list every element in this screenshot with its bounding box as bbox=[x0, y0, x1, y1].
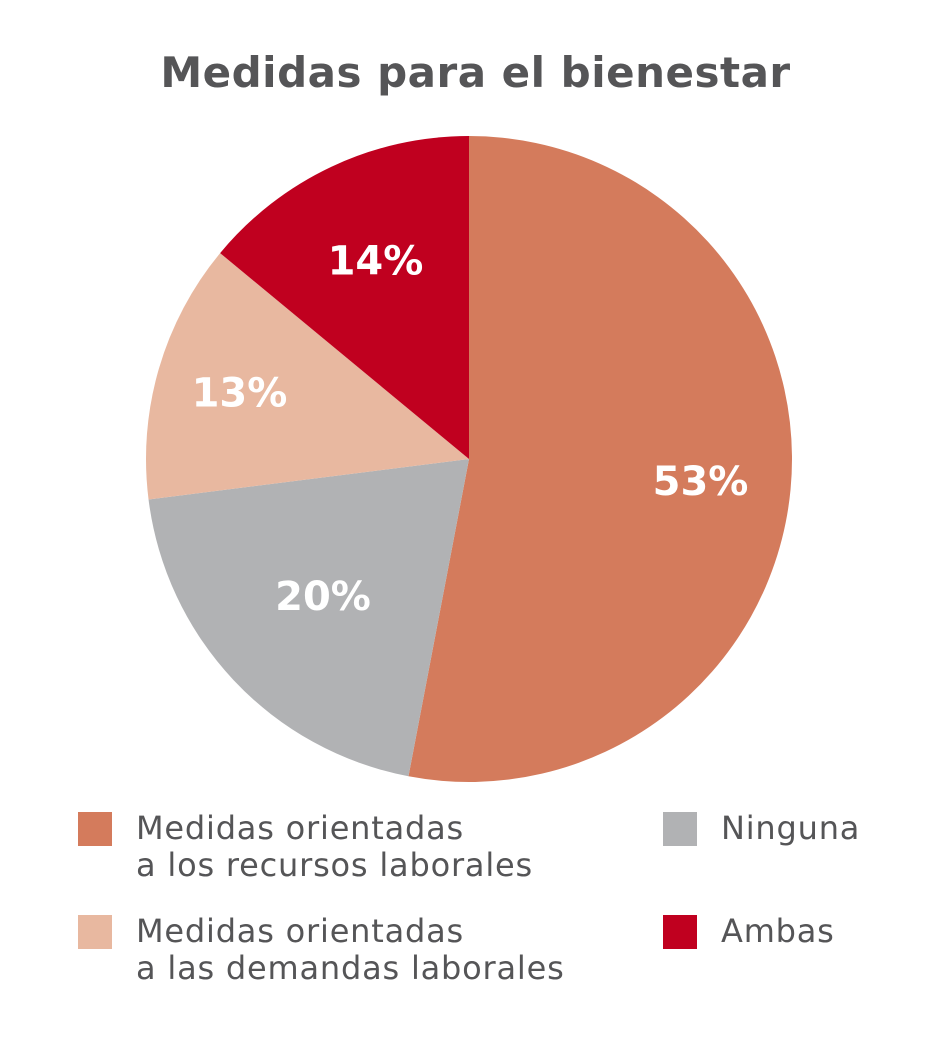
pie-slice bbox=[408, 136, 793, 782]
legend-swatch bbox=[78, 915, 112, 949]
legend-label: Ninguna bbox=[721, 809, 861, 847]
data-label: 14% bbox=[328, 238, 424, 284]
legend-item-ambas: Ambas bbox=[663, 913, 835, 950]
legend-item-ninguna: Ninguna bbox=[663, 810, 860, 847]
pie-slice bbox=[148, 459, 470, 777]
pie-chart: 53% 20% 13% 14% bbox=[145, 136, 793, 782]
data-label: 20% bbox=[275, 574, 371, 620]
legend-label: Medidas orientadas a las demandas labora… bbox=[136, 912, 565, 987]
legend-item-recursos: Medidas orientadas a los recursos labora… bbox=[78, 810, 533, 884]
data-label: 13% bbox=[192, 370, 288, 416]
pie-slice bbox=[220, 136, 469, 459]
legend-swatch bbox=[78, 812, 112, 846]
chart-title: Medidas para el bienestar bbox=[160, 48, 791, 97]
legend-label: Medidas orientadas a los recursos labora… bbox=[136, 809, 533, 884]
legend-swatch bbox=[663, 915, 697, 949]
legend-item-demandas: Medidas orientadas a las demandas labora… bbox=[78, 913, 565, 987]
pie-slice bbox=[145, 253, 469, 500]
legend-label: Ambas bbox=[721, 912, 835, 950]
data-label: 53% bbox=[653, 459, 749, 505]
legend-swatch bbox=[663, 812, 697, 846]
